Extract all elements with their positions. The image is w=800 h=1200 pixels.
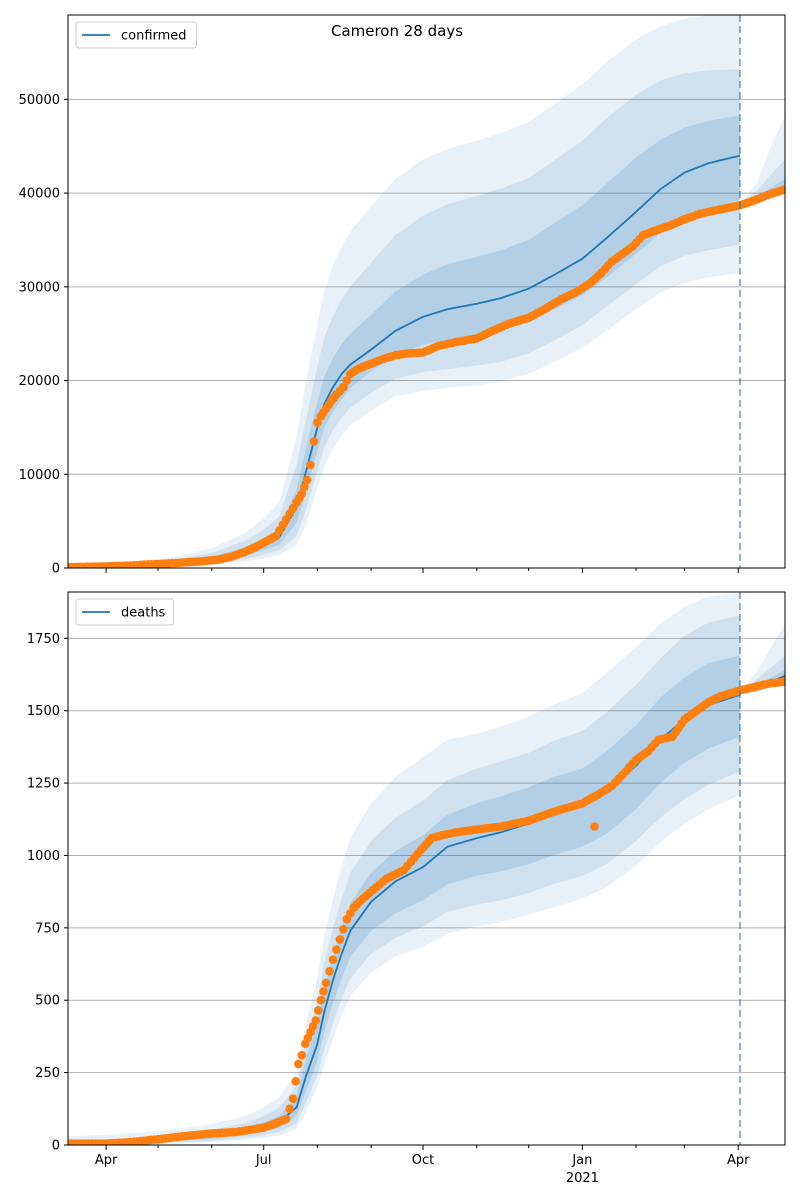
deaths-x-tick-label: Apr xyxy=(727,1153,750,1168)
deaths-observed-point xyxy=(332,945,341,954)
deaths-observed-point xyxy=(311,1016,321,1025)
confirmed-band-2sigma-band xyxy=(68,69,740,568)
confirmed-y-tick-label: 30000 xyxy=(19,280,60,295)
deaths-y-tick-label: 1500 xyxy=(27,704,60,719)
confirmed-observed-point xyxy=(313,418,322,428)
deaths-observed-point xyxy=(291,1077,301,1086)
deaths-observed-point xyxy=(335,935,345,944)
confirmed-observed-point xyxy=(780,185,785,194)
deaths-observed-point xyxy=(325,967,334,976)
confirmed-observed-point xyxy=(297,489,307,499)
deaths-x-tick-label: Oct xyxy=(412,1153,434,1168)
deaths-band-2sigma-band xyxy=(68,615,740,1145)
confirmed-observed-point xyxy=(300,482,309,492)
confirmed-observed-point xyxy=(342,376,352,385)
confirmed-y-tick-label: 50000 xyxy=(19,93,60,108)
deaths-y-tick-label: 0 xyxy=(52,1139,60,1154)
deaths-y-tick-label: 1250 xyxy=(27,777,60,792)
confirmed-observed-point xyxy=(306,460,315,470)
confirmed-axes-frame xyxy=(67,14,786,569)
deaths-observed-point xyxy=(780,677,785,687)
deaths-y-tick-label: 750 xyxy=(35,921,60,936)
deaths-y-tick-label: 1750 xyxy=(27,632,60,647)
confirmed-y-tick-label: 10000 xyxy=(19,468,60,483)
deaths-legend-label: deaths xyxy=(121,606,166,621)
confirmed-chart-panel: 0 10000 20000 30000 40000 50000 confirmed xyxy=(19,14,786,577)
deaths-observed-point xyxy=(316,995,326,1005)
deaths-axes-frame xyxy=(67,591,786,1146)
deaths-observed-point xyxy=(319,987,328,996)
deaths-chart-panel: 0 250 500 750 1000 1250 1500 1750 Apr Jul Oct Jan 20… xyxy=(27,591,786,1186)
deaths-band-1sigma-band xyxy=(68,655,740,1145)
confirmed-post-forecast-band xyxy=(740,116,785,206)
confirmed-y-tick-label: 20000 xyxy=(19,374,60,389)
confirmed-legend: confirmed xyxy=(75,21,197,49)
confirmed-y-tick-label: 40000 xyxy=(19,187,60,202)
deaths-x-tick-label: Jan xyxy=(571,1153,592,1168)
deaths-observed-point xyxy=(285,1104,295,1114)
deaths-observed-point xyxy=(321,978,331,988)
deaths-y-tick-label: 500 xyxy=(35,994,60,1009)
confirmed-legend-label: confirmed xyxy=(121,29,187,44)
confirmed-band-1sigma-band xyxy=(68,115,740,568)
deaths-observed-point xyxy=(339,925,348,934)
deaths-observed-point xyxy=(281,1114,291,1124)
deaths-x-tick-label: Apr xyxy=(95,1153,118,1168)
deaths-y-tick-label: 1000 xyxy=(27,849,60,864)
confirmed-y-tick-label: 0 xyxy=(52,562,60,577)
deaths-observed-point xyxy=(314,1006,323,1015)
confirmed-observed-point xyxy=(302,475,312,485)
deaths-observed-point xyxy=(288,1094,298,1103)
deaths-x-year-label: 2021 xyxy=(566,1171,599,1186)
deaths-observed-point xyxy=(294,1059,303,1069)
deaths-x-tick-label: Jul xyxy=(255,1153,272,1168)
deaths-observed-point xyxy=(328,955,338,964)
deaths-legend: deaths xyxy=(75,598,175,626)
deaths-post-forecast-band xyxy=(740,623,785,694)
deaths-y-tick-label: 250 xyxy=(35,1066,60,1081)
deaths-observed-point xyxy=(297,1050,307,1060)
deaths-observed-point xyxy=(590,822,599,831)
confirmed-observed-point xyxy=(309,437,319,446)
confirmed-observed-point xyxy=(339,382,348,392)
figure-title: Cameron 28 days xyxy=(331,22,463,40)
confirmed-band-3sigma-band xyxy=(68,15,740,568)
